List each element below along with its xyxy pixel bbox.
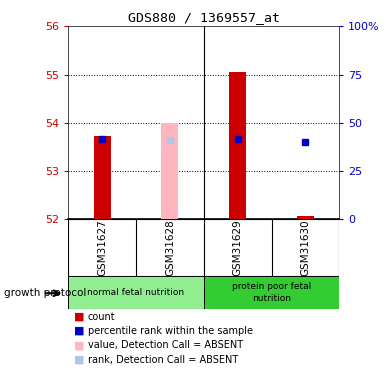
Text: protein poor fetal
nutrition: protein poor fetal nutrition — [232, 282, 311, 303]
Text: ■: ■ — [74, 312, 85, 322]
Text: ■: ■ — [74, 355, 85, 364]
Text: GSM31628: GSM31628 — [165, 219, 175, 276]
Text: growth protocol: growth protocol — [4, 288, 86, 298]
Text: count: count — [88, 312, 115, 322]
Bar — [204, 276, 339, 309]
Text: GSM31627: GSM31627 — [97, 219, 107, 276]
Text: normal fetal nutrition: normal fetal nutrition — [87, 288, 184, 297]
Title: GDS880 / 1369557_at: GDS880 / 1369557_at — [128, 11, 280, 24]
Bar — [297, 216, 314, 219]
Text: percentile rank within the sample: percentile rank within the sample — [88, 326, 253, 336]
Bar — [68, 276, 204, 309]
Bar — [229, 72, 246, 219]
Bar — [94, 136, 111, 219]
Text: value, Detection Call = ABSENT: value, Detection Call = ABSENT — [88, 340, 243, 350]
Bar — [161, 123, 178, 219]
Text: ■: ■ — [74, 340, 85, 350]
Text: GSM31629: GSM31629 — [233, 219, 243, 276]
Text: rank, Detection Call = ABSENT: rank, Detection Call = ABSENT — [88, 355, 238, 364]
Text: ■: ■ — [74, 326, 85, 336]
Text: GSM31630: GSM31630 — [300, 219, 310, 276]
